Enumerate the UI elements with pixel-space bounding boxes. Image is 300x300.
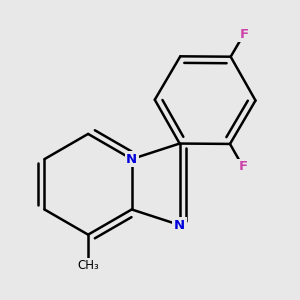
- Text: F: F: [239, 28, 248, 40]
- Text: CH₃: CH₃: [77, 260, 99, 272]
- Text: N: N: [126, 153, 137, 166]
- Text: N: N: [174, 218, 185, 232]
- Text: F: F: [238, 160, 248, 173]
